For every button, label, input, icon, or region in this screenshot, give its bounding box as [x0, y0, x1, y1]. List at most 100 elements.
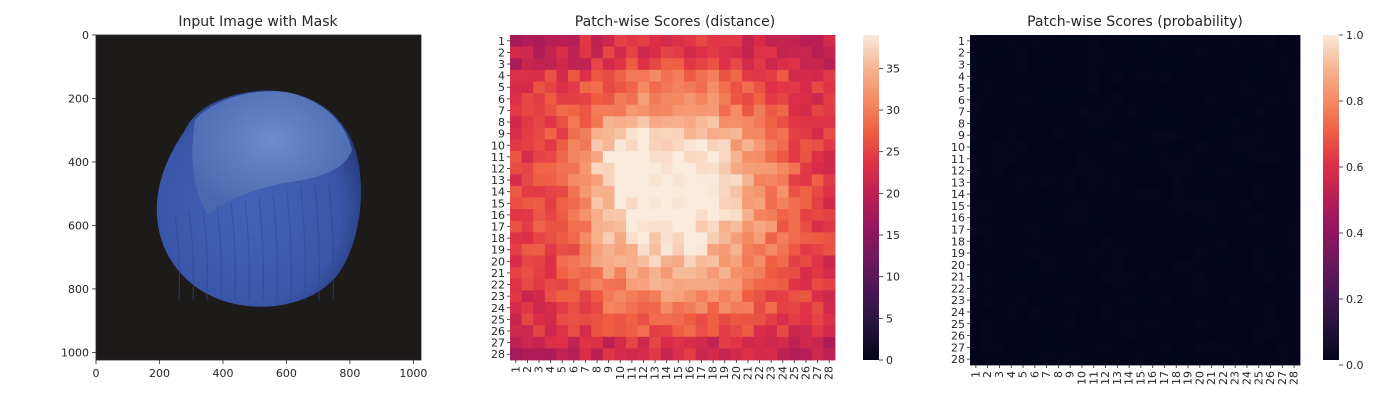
heatmap-cell: [1064, 211, 1077, 224]
heatmap-cell: [626, 325, 639, 338]
heatmap-cell: [695, 278, 708, 291]
heatmap-y-tick-label: 25: [491, 313, 505, 326]
heatmap-cell: [811, 290, 824, 303]
heatmap-y-tick-label: 12: [491, 162, 505, 175]
heatmap-cell: [1288, 294, 1301, 307]
heatmap-cell: [1076, 306, 1089, 319]
heatmap-cell: [602, 151, 615, 164]
heatmap-cell: [730, 348, 743, 361]
heatmap-cell: [742, 174, 755, 187]
heatmap-x-tick-label: 4: [544, 366, 557, 373]
heatmap-cell: [707, 46, 720, 59]
heatmap-cell: [788, 127, 801, 140]
heatmap-cell: [1229, 294, 1242, 307]
heatmap-cell: [1182, 235, 1195, 248]
heatmap-cell: [695, 162, 708, 175]
heatmap-cell: [1276, 70, 1289, 83]
heatmap-cell: [1276, 35, 1289, 48]
heatmap-cell: [660, 209, 673, 222]
heatmap-cell: [684, 162, 697, 175]
heatmap-cell: [823, 209, 836, 222]
heatmap-cell: [1146, 258, 1159, 272]
heatmap-cell: [1111, 211, 1124, 224]
heatmap-cell: [718, 325, 731, 338]
heatmap-cell: [993, 188, 1006, 201]
heatmap-cell: [510, 243, 523, 256]
heatmap-cell: [1288, 247, 1301, 260]
heatmap-cell: [823, 139, 836, 152]
heatmap-cell: [823, 301, 836, 314]
heatmap-cell: [1040, 176, 1053, 189]
heatmap-cell: [649, 348, 662, 361]
heatmap-cell: [1135, 353, 1148, 366]
heatmap-cell: [602, 104, 615, 117]
heatmap-cell: [684, 336, 697, 349]
heatmap-y-tick-label: 25: [951, 318, 965, 331]
heatmap-cell: [800, 81, 813, 94]
heatmap-cell: [970, 82, 983, 95]
heatmap-cell: [1158, 317, 1171, 331]
heatmap-cell: [1028, 70, 1042, 83]
heatmap-cell: [1146, 164, 1159, 177]
heatmap-cell: [1135, 270, 1148, 283]
heatmap-cell: [981, 93, 994, 107]
heatmap-cell: [730, 127, 743, 140]
heatmap-y-tick-label: 2: [958, 47, 965, 60]
heatmap-cell: [1182, 294, 1195, 307]
heatmap-cell: [1005, 353, 1018, 366]
heatmap-cell: [1217, 129, 1230, 142]
heatmap-cell: [1205, 270, 1218, 283]
heatmap-cell: [1264, 223, 1277, 236]
heatmap-cell: [1229, 270, 1242, 283]
heatmap-cell: [614, 35, 627, 48]
heatmap-cell: [742, 348, 755, 361]
heatmap-cell: [1099, 235, 1112, 248]
heatmap-cell: [1017, 211, 1030, 224]
heatmap-cell: [1123, 70, 1136, 83]
heatmap-cell: [823, 267, 836, 280]
heatmap-cell: [800, 336, 813, 349]
heatmap-cell: [1146, 306, 1159, 319]
heatmap-cell: [765, 69, 778, 82]
heatmap-cell: [1017, 306, 1030, 319]
heatmap-cell: [556, 69, 569, 82]
heatmap-cell: [1205, 329, 1218, 342]
heatmap-cell: [718, 313, 731, 326]
heatmap-cell: [1205, 35, 1218, 48]
heatmap-y-tick-label: 22: [951, 282, 965, 295]
heatmap-cell: [1170, 200, 1183, 213]
heatmap-cell: [1052, 93, 1065, 107]
heatmap-cell: [637, 104, 650, 117]
heatmap-cell: [981, 282, 994, 295]
heatmap-cell: [993, 235, 1006, 248]
heatmap-y-tick-label: 22: [491, 279, 505, 292]
heatmap-x-tick-label: 24: [776, 366, 789, 380]
heatmap-cell: [788, 69, 801, 82]
distance-heatmap-cells: [510, 35, 836, 361]
heatmap-cell: [1288, 70, 1301, 83]
heatmap-cell: [993, 211, 1006, 224]
heatmap-cell: [672, 104, 685, 117]
heatmap-cell: [1064, 117, 1077, 130]
heatmap-cell: [672, 278, 685, 291]
heatmap-cell: [1028, 82, 1042, 95]
heatmap-cell: [1040, 317, 1053, 331]
heatmap-cell: [742, 127, 755, 140]
heatmap-y-tick-label: 9: [958, 129, 965, 142]
heatmap-cell: [614, 325, 627, 338]
heatmap-cell: [637, 325, 650, 338]
heatmap-cell: [753, 278, 766, 291]
heatmap-cell: [649, 162, 662, 175]
heatmap-cell: [730, 58, 743, 71]
heatmap-x-tick-label: 27: [811, 366, 824, 380]
heatmap-cell: [981, 35, 994, 48]
heatmap-cell: [544, 348, 557, 361]
heatmap-cell: [626, 267, 639, 280]
heatmap-cell: [1146, 223, 1159, 236]
heatmap-cell: [1099, 294, 1112, 307]
heatmap-x-tick-label: 1: [969, 371, 982, 378]
heatmap-cell: [660, 174, 673, 187]
heatmap-cell: [788, 81, 801, 94]
heatmap-cell: [1252, 82, 1266, 95]
heatmap-cell: [579, 116, 592, 129]
